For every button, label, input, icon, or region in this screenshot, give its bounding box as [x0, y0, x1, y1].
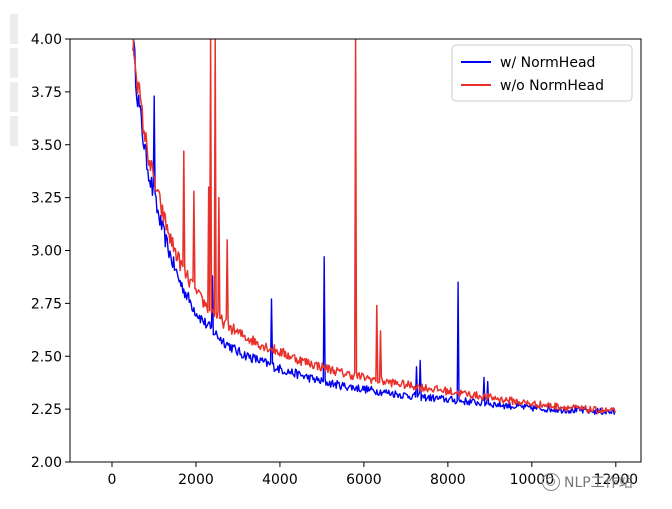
watermark-text: NLP工作站 [564, 475, 633, 491]
y-tick-label: 2.50 [31, 349, 62, 365]
side-scroll-marks [10, 14, 18, 150]
x-tick-label: 8000 [430, 472, 466, 488]
axes-layer: 2.00 2.25 2.50 2.75 3.00 3.25 3.50 3.75 4.00 0 200… [31, 32, 642, 488]
side-mark [10, 82, 18, 112]
x-tick-label: 12000 [594, 472, 639, 488]
y-tick-label: 2.75 [31, 296, 62, 312]
y-tick-label: 2.00 [31, 455, 62, 471]
side-mark [10, 48, 18, 78]
series-line [132, 40, 616, 416]
y-tick-label: 3.50 [31, 138, 62, 154]
series-line [132, 39, 616, 415]
y-tick-label: 3.25 [31, 191, 62, 207]
y-tick-label: 3.75 [31, 85, 62, 101]
legend-box [451, 44, 633, 102]
wechat-logo-icon [542, 473, 560, 491]
y-tick-label: 4.00 [31, 32, 62, 48]
legend-label: w/ NormHead [500, 55, 595, 71]
x-tick-label: 6000 [346, 472, 382, 488]
legend-label: w/o NormHead [500, 78, 604, 94]
y-tick-label: 2.25 [31, 402, 62, 418]
series-layer [132, 39, 616, 416]
side-mark [10, 14, 18, 44]
side-mark [10, 116, 18, 146]
x-tick-label: 0 [108, 472, 117, 488]
watermark: NLP工作站 [542, 470, 662, 494]
y-tick-label: 3.00 [31, 244, 62, 260]
x-tick-label: 4000 [262, 472, 298, 488]
x-tick-label: 2000 [178, 472, 214, 488]
legend: w/ NormHead w/o NormHead [451, 44, 633, 102]
